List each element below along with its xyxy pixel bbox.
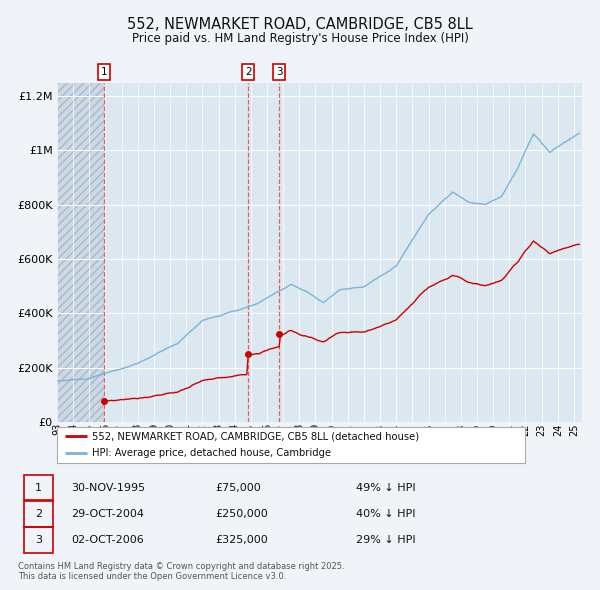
Text: 2: 2 xyxy=(245,67,251,77)
Text: This data is licensed under the Open Government Licence v3.0.: This data is licensed under the Open Gov… xyxy=(18,572,286,581)
Text: Price paid vs. HM Land Registry's House Price Index (HPI): Price paid vs. HM Land Registry's House … xyxy=(131,32,469,45)
Text: 2: 2 xyxy=(35,509,42,519)
Text: 1: 1 xyxy=(101,67,107,77)
Text: £75,000: £75,000 xyxy=(215,483,261,493)
Text: 29% ↓ HPI: 29% ↓ HPI xyxy=(356,535,416,545)
Text: 3: 3 xyxy=(276,67,283,77)
Text: £250,000: £250,000 xyxy=(215,509,268,519)
Text: HPI: Average price, detached house, Cambridge: HPI: Average price, detached house, Camb… xyxy=(92,448,331,458)
Text: 30-NOV-1995: 30-NOV-1995 xyxy=(71,483,146,493)
Bar xyxy=(57,83,104,422)
Text: 552, NEWMARKET ROAD, CAMBRIDGE, CB5 8LL (detached house): 552, NEWMARKET ROAD, CAMBRIDGE, CB5 8LL … xyxy=(92,431,419,441)
Text: 29-OCT-2004: 29-OCT-2004 xyxy=(71,509,145,519)
Text: 3: 3 xyxy=(35,535,42,545)
Text: 40% ↓ HPI: 40% ↓ HPI xyxy=(356,509,416,519)
Text: 02-OCT-2006: 02-OCT-2006 xyxy=(71,535,145,545)
Text: 49% ↓ HPI: 49% ↓ HPI xyxy=(356,483,416,493)
Text: 1: 1 xyxy=(35,483,42,493)
Text: £325,000: £325,000 xyxy=(215,535,268,545)
Text: 552, NEWMARKET ROAD, CAMBRIDGE, CB5 8LL: 552, NEWMARKET ROAD, CAMBRIDGE, CB5 8LL xyxy=(127,17,473,31)
Text: Contains HM Land Registry data © Crown copyright and database right 2025.: Contains HM Land Registry data © Crown c… xyxy=(18,562,344,571)
